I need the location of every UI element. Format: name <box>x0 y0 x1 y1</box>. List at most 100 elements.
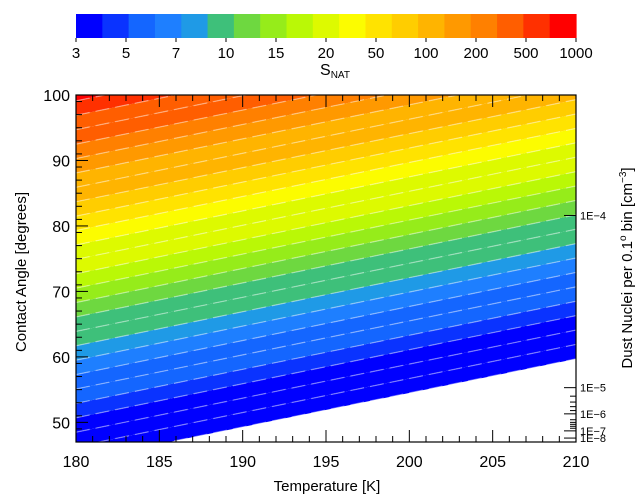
right-tick-label: 1E−5 <box>580 383 606 395</box>
right-axis-label-part: Dust Nuclei per 0.1 <box>619 241 636 369</box>
colorbar-tick-label: 1000 <box>559 45 592 62</box>
contour-boundary <box>76 329 576 433</box>
contour-boundary <box>76 95 320 145</box>
contour-boundary <box>76 243 576 347</box>
contour-band <box>76 128 576 245</box>
x-tick-label: 200 <box>396 454 423 471</box>
contour-boundary <box>76 113 576 217</box>
colorbar-swatch <box>181 14 209 38</box>
colorbar-tick-label: 5 <box>122 45 130 62</box>
colorbar-title: SNAT <box>320 62 350 81</box>
contour-boundary <box>76 98 576 203</box>
y-tick-label: 80 <box>52 219 70 236</box>
colorbar-swatch <box>497 14 524 38</box>
y-axis: 50 60 70 80 90 100 <box>43 88 88 443</box>
contour-band <box>76 142 576 260</box>
contour-boundary <box>76 171 576 275</box>
y-tick-label: 60 <box>52 350 70 367</box>
x-tick-label: 190 <box>229 454 256 471</box>
contour-band <box>76 95 317 145</box>
x-tick-label: 180 <box>63 454 90 471</box>
colorbar-tick-label: 500 <box>513 45 538 62</box>
colorbar-swatch <box>444 14 472 38</box>
colorbar-swatch <box>233 14 261 38</box>
contour-bands <box>76 95 576 442</box>
x-tick-label: 210 <box>563 454 590 471</box>
colorbar-swatch <box>470 14 498 38</box>
contour-boundary <box>95 343 576 442</box>
contour-band <box>76 301 576 418</box>
right-tick-label: 1E−6 <box>580 409 606 421</box>
contour-boundary <box>76 156 576 260</box>
x-tick-label: 185 <box>146 454 173 471</box>
contour-band <box>76 229 576 346</box>
colorbar-tick-label: 200 <box>463 45 488 62</box>
colorbar-swatch <box>312 14 340 38</box>
colorbar-tick-label: 7 <box>172 45 180 62</box>
right-tick-label: 1E−7 <box>580 426 606 438</box>
contour-boundary <box>76 127 576 232</box>
colorbar-swatch <box>102 14 130 38</box>
colorbar-swatch <box>365 14 393 38</box>
contour-band <box>76 330 576 442</box>
colorbar-swatch <box>286 14 314 38</box>
contour-boundaries <box>76 95 576 442</box>
contour-band <box>76 95 458 173</box>
right-tick-label: 1E−4 <box>580 210 606 222</box>
y-axis-label: Contact Angle [degrees] <box>13 192 30 352</box>
contour-boundary <box>76 271 576 376</box>
contour-band <box>76 95 176 116</box>
right-axis-label-part: bin [cm <box>619 183 636 236</box>
contour-band <box>76 157 576 274</box>
colorbar-title-main: S <box>320 62 331 79</box>
contour-band <box>76 286 576 404</box>
contour-boundary <box>76 228 576 332</box>
contour-band <box>76 315 576 433</box>
x-tick-label: 205 <box>479 454 506 471</box>
contour-boundary <box>76 199 576 304</box>
contour-boundary <box>165 358 576 442</box>
right-axis-label-part: o <box>618 235 629 241</box>
right-axis-label-part: −3 <box>618 171 629 183</box>
contour-boundary <box>76 257 576 361</box>
contour-boundary <box>76 142 576 246</box>
colorbar-tick-label: 20 <box>318 45 335 62</box>
contour-band <box>76 186 576 303</box>
colorbar-swatch <box>128 14 156 38</box>
contour-band <box>76 95 105 101</box>
contour-boundary <box>76 300 576 404</box>
right-axis: 1E−4 1E−5 1E−6 1E−71E−8 <box>564 210 606 445</box>
right-axis-label: Dust Nuclei per 0.1o bin [cm−3] <box>618 167 636 368</box>
colorbar-tick-label: 100 <box>413 45 438 62</box>
colorbar-swatch <box>549 14 577 38</box>
contour-boundary <box>76 95 249 131</box>
contour-boundary <box>76 315 576 419</box>
contour-band <box>76 99 576 217</box>
y-tick-label: 90 <box>52 153 70 170</box>
contour-band <box>76 114 576 231</box>
x-tick-label: 195 <box>313 454 340 471</box>
contour-band <box>98 344 576 442</box>
colorbar-ticks: 3 5 7 10 15 20 50 100 200 500 1000 <box>72 38 593 62</box>
colorbar-tick-label: 10 <box>218 45 235 62</box>
y-tick-label: 100 <box>43 88 70 105</box>
colorbar: 3 5 7 10 15 20 50 100 200 500 1000 SNAT <box>72 14 593 81</box>
colorbar-swatch <box>260 14 288 38</box>
x-axis-label: Temperature [K] <box>274 478 381 495</box>
colorbar-tick-label: 50 <box>368 45 385 62</box>
contour-band <box>76 95 576 202</box>
contour-boundary <box>76 214 576 318</box>
right-tick-label: 1E−8 <box>580 433 606 445</box>
contour-band <box>76 243 576 361</box>
colorbar-swatch <box>207 14 235 38</box>
y-tick-label: 70 <box>52 284 70 301</box>
contour-band <box>76 258 576 375</box>
right-axis-label-part: ] <box>619 167 636 171</box>
colorbar-tick-label: 15 <box>268 45 285 62</box>
contour-boundary <box>76 185 576 289</box>
colorbar-swatch <box>154 14 182 38</box>
y-tick-label: 50 <box>52 415 70 432</box>
contour-boundary <box>76 95 390 160</box>
colorbar-swatch <box>523 14 551 38</box>
contour-band <box>76 214 576 332</box>
